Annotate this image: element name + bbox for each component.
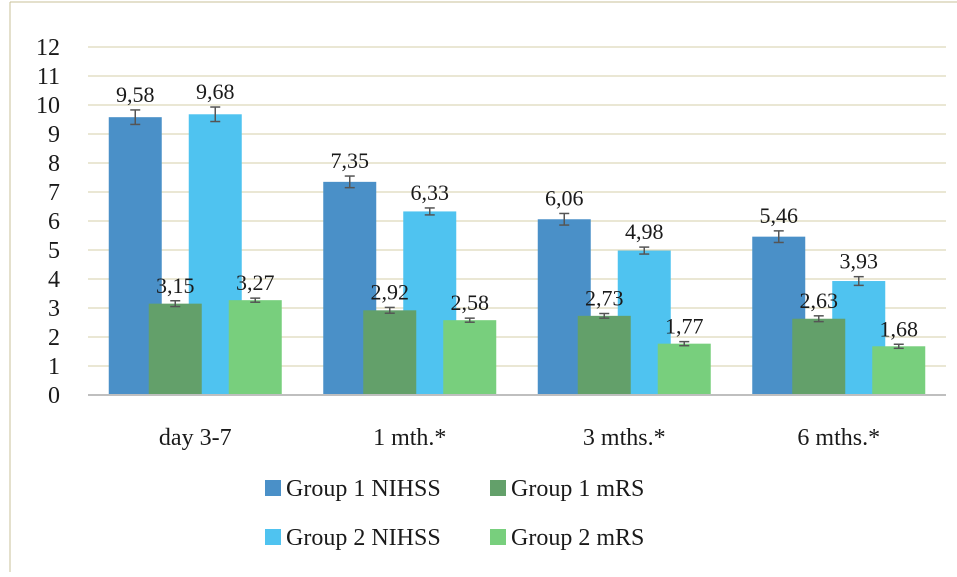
x-tick-label: 1 mth.* [373,425,446,451]
x-axis-ticks: day 3-7 1 mth.* 3 mths.* 6 mths.* [159,425,880,451]
x-tick-label: 3 mths.* [583,425,666,451]
data-label: 9,68 [196,79,235,104]
data-label: 3,27 [236,270,275,295]
bar [228,300,282,395]
bar [657,343,711,395]
bar [443,320,497,395]
bar [363,310,417,395]
y-tick-label: 2 [48,325,60,351]
legend-label: Group 2 mRS [511,525,644,551]
y-tick-label: 12 [36,35,60,61]
data-label: 2,63 [800,288,839,313]
bar [577,315,631,395]
y-tick-label: 1 [48,354,60,380]
data-labels: 9,58 3,15 9,68 3,27 7,35 2,92 6,33 2,58 6,06 2,73… [116,79,918,341]
y-tick-label: 9 [48,122,60,148]
error-bars [130,106,904,350]
legend-swatch [490,480,506,496]
y-tick-label: 4 [48,267,60,293]
data-label: 3,15 [156,273,195,298]
x-tick-label: day 3-7 [159,425,232,451]
y-tick-label: 11 [37,64,60,90]
y-tick-label: 8 [48,151,60,177]
legend-label: Group 1 NIHSS [286,476,441,502]
legend-swatch [265,480,281,496]
data-label: 6,33 [411,180,450,205]
x-tick-label: 6 mths.* [797,425,880,451]
y-tick-label: 10 [36,93,60,119]
data-label: 5,46 [760,203,799,228]
y-tick-label: 7 [48,180,60,206]
bar [792,318,846,395]
y-tick-label: 0 [48,383,60,409]
y-tick-label: 3 [48,296,60,322]
data-label: 2,92 [371,279,410,304]
data-label: 9,58 [116,82,155,107]
legend-label: Group 1 mRS [511,476,644,502]
legend-swatch [490,529,506,545]
data-label: 1,68 [880,316,919,341]
legend-swatch [265,529,281,545]
data-label: 3,93 [840,249,879,274]
data-label: 7,35 [331,148,370,173]
data-label: 4,98 [625,219,664,244]
data-label: 2,73 [585,286,624,311]
bar [148,303,202,395]
bar [872,346,926,395]
legend: Group 1 NIHSS Group 1 mRS Group 2 NIHSS Gro… [265,476,644,551]
y-tick-label: 6 [48,209,60,235]
data-label: 6,06 [545,185,584,210]
data-label: 2,58 [451,290,490,315]
legend-label: Group 2 NIHSS [286,525,441,551]
data-label: 1,77 [665,314,704,339]
bars [108,114,926,396]
y-tick-label: 5 [48,238,60,264]
